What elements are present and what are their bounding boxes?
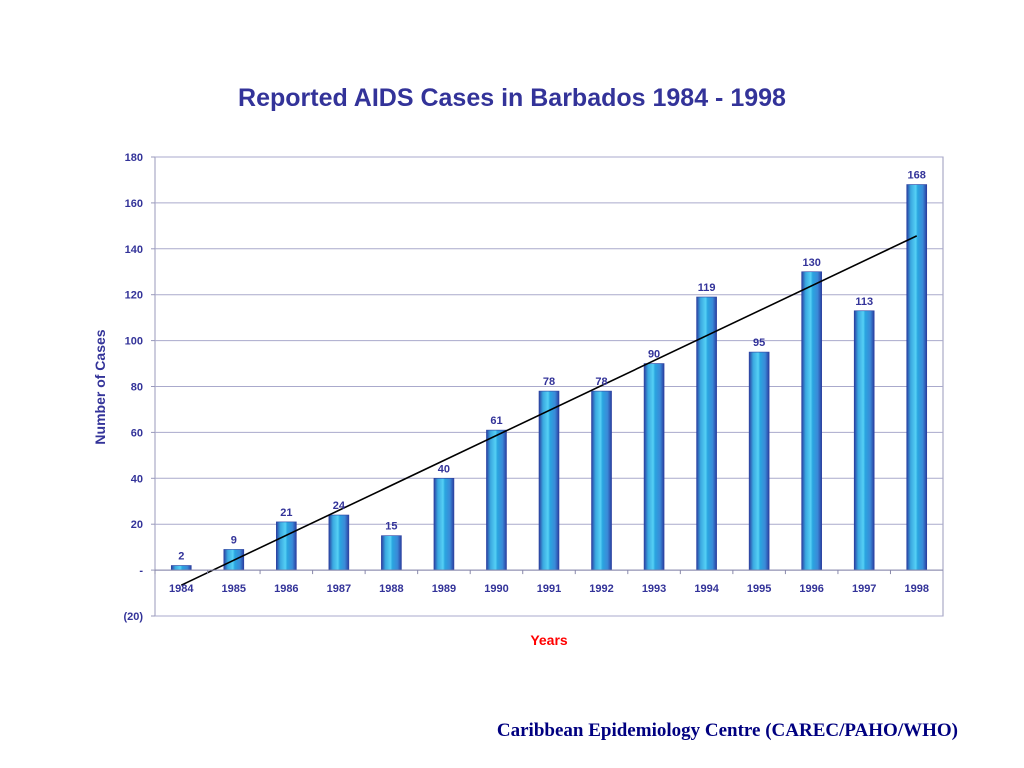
x-tick-label-1996: 1996 [799, 583, 823, 595]
bar-1984 [170, 565, 192, 571]
data-label-1994: 119 [698, 282, 716, 294]
x-tick-label-1988: 1988 [379, 583, 403, 595]
x-axis-label: Years [530, 632, 568, 648]
source-credit: Caribbean Epidemiology Centre (CAREC/PAH… [496, 720, 958, 741]
y-tick-label: 180 [125, 152, 143, 164]
data-label-1997: 113 [855, 296, 873, 308]
y-tick-label: 160 [125, 198, 143, 210]
x-tick-label-1993: 1993 [642, 583, 666, 595]
bar-1992 [591, 390, 612, 571]
bar-1994 [696, 296, 717, 571]
x-tick-label-1986: 1986 [274, 583, 298, 595]
x-tick-label-1997: 1997 [852, 583, 876, 595]
y-tick-label: 100 [125, 336, 143, 348]
trendline [180, 235, 918, 586]
data-label-1990: 61 [490, 415, 502, 427]
data-label-1985: 9 [231, 534, 237, 546]
data-labels: 2 9 21 24 15 40 61 78 78 90 119 95 130 113 168 [178, 170, 926, 563]
y-tick-label: 120 [125, 290, 143, 302]
data-label-1991: 78 [543, 376, 555, 388]
y-tick-label: (20) [123, 611, 143, 623]
data-label-1988: 15 [385, 521, 397, 533]
x-tick-label-1984: 1984 [169, 583, 194, 595]
bar-1987 [328, 514, 350, 571]
x-tick-label-1994: 1994 [694, 583, 719, 595]
bar-1995 [748, 351, 770, 571]
data-label-1986: 21 [280, 507, 292, 519]
bar-1990 [486, 429, 507, 571]
chart-title: Reported AIDS Cases in Barbados 1984 - 1… [238, 84, 786, 112]
bar-1988 [381, 535, 402, 571]
bar-1989 [433, 477, 455, 571]
bar-1986 [276, 521, 297, 571]
y-tick-label: 60 [131, 427, 143, 439]
y-tick-label: 40 [131, 473, 143, 485]
data-label-1987: 24 [333, 500, 346, 512]
data-label-1996: 130 [802, 257, 820, 269]
data-label-1998: 168 [908, 170, 926, 182]
x-tick-label-1992: 1992 [589, 583, 613, 595]
bar-1996 [801, 271, 822, 571]
data-label-1993: 90 [648, 349, 660, 361]
bar-1991 [538, 390, 560, 571]
y-tick-label: 140 [125, 244, 143, 256]
y-tick-label: 80 [131, 382, 143, 394]
trendline-line [180, 235, 918, 586]
y-tick-label: 20 [131, 519, 143, 531]
bar-1997 [853, 310, 875, 571]
data-label-1995: 95 [753, 337, 765, 349]
bar-1993 [643, 363, 665, 571]
data-label-1992: 78 [595, 376, 607, 388]
x-tick-label-1998: 1998 [904, 583, 928, 595]
x-tick-label-1990: 1990 [484, 583, 508, 595]
axes: 180 160 140 120 100 80 60 40 20 - (20) 1984 1985 1986… [123, 152, 943, 623]
x-tick-label-1995: 1995 [747, 583, 771, 595]
y-tick-label: - [139, 565, 143, 577]
data-label-1984: 2 [178, 551, 184, 563]
bar-1998 [906, 184, 928, 571]
y-axis-label: Number of Cases [92, 329, 108, 444]
x-tick-label-1987: 1987 [327, 583, 351, 595]
data-label-1989: 40 [438, 463, 450, 475]
x-tick-label-1989: 1989 [432, 583, 456, 595]
x-tick-label-1985: 1985 [222, 583, 246, 595]
x-tick-label-1991: 1991 [537, 583, 561, 595]
